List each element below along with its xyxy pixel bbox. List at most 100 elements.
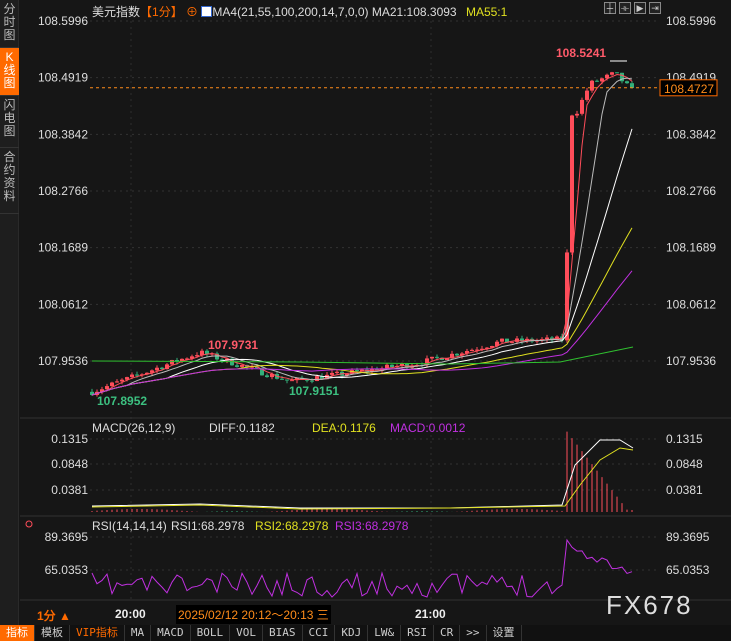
candle-body (320, 376, 324, 380)
candle-body (470, 349, 474, 352)
low-annotation-2: 107.9151 (289, 384, 339, 398)
candle-body (190, 356, 194, 359)
mid-high-annotation: 107.9731 (208, 338, 258, 352)
sidebar-item-kline[interactable]: K线图 (0, 48, 19, 96)
ma4-line (91, 74, 633, 396)
price-tick-left: 108.3842 (38, 127, 88, 141)
candle-body (475, 349, 479, 351)
candle-body (490, 346, 494, 348)
low-annotation-1: 107.8952 (97, 394, 147, 408)
toolbar-item-3[interactable]: MA (125, 625, 152, 641)
candle-body (220, 359, 224, 361)
toolbar-item-13[interactable]: >> (460, 625, 487, 641)
candle-body (170, 360, 174, 365)
sidebar-item-contract-info[interactable]: 合约资料 (0, 148, 19, 214)
price-tick-left: 108.5996 (38, 14, 88, 28)
toolbar-item-8[interactable]: CCI (303, 625, 336, 641)
candle-body (150, 370, 154, 373)
period-selector[interactable]: 1分 ▲ (37, 609, 71, 623)
candle-body (615, 72, 619, 74)
macd-diff: DIFF:0.1182 (209, 421, 275, 435)
candle-body (310, 380, 314, 382)
candle-body (445, 358, 449, 361)
toolbar-item-11[interactable]: RSI (401, 625, 434, 641)
candle-body (255, 366, 259, 369)
toolbar-item-12[interactable]: CR (434, 625, 461, 641)
candle-body (430, 356, 434, 359)
rsi-title: RSI(14,14,14) (92, 519, 167, 533)
diff-line (91, 439, 634, 509)
candle-body (510, 341, 514, 343)
crosshair-tool-icon[interactable]: ┼ (604, 2, 616, 14)
period-label[interactable]: 【1分】 (140, 5, 183, 19)
macd-dea: DEA:0.1176 (312, 421, 376, 435)
candle-body (240, 365, 244, 367)
toolbar-item-4[interactable]: MACD (151, 625, 191, 641)
price-tick-right: 108.3842 (666, 127, 716, 141)
toolbar-item-14[interactable]: 设置 (487, 625, 522, 641)
ma55-value: MA55:1 (465, 5, 508, 19)
candle-body (400, 363, 404, 367)
candle-body (390, 364, 394, 368)
toolbar-item-9[interactable]: KDJ (335, 625, 369, 641)
price-tick-left: 107.9536 (38, 354, 88, 368)
sidebar-item-flash[interactable]: 闪电图 (0, 96, 19, 148)
candle-body (600, 78, 604, 82)
candle-body (350, 370, 354, 374)
indicator-chart-icon (201, 6, 213, 17)
play-tool-icon[interactable]: ▶ (634, 2, 646, 14)
price-tick-left: 108.1689 (38, 241, 88, 255)
ma200-line (91, 270, 633, 396)
rsi-tick-left: 65.0353 (45, 563, 89, 577)
macd-value: MACD:0.0012 (390, 421, 466, 435)
candle-body (435, 356, 439, 358)
price-tick-left: 108.2766 (38, 184, 88, 198)
toolbar-item-7[interactable]: BIAS (263, 625, 303, 641)
candle-body (280, 378, 284, 380)
rsi-line (91, 538, 633, 598)
candle-body (505, 338, 509, 343)
candle-body (265, 375, 269, 378)
ma-green-line (91, 346, 634, 365)
range-tool-icon[interactable]: ⟛ (619, 2, 631, 14)
toolbar-item-2[interactable]: VIP指标 (70, 625, 125, 641)
rsi1-value: RSI1:68.2978 (171, 519, 245, 533)
sidebar-item-timeshare[interactable]: 分时图 (0, 0, 19, 48)
chart-tools: ┼ ⟛ ▶ ⇥ (604, 2, 661, 14)
price-tick-left: 108.4919 (38, 71, 88, 85)
time-label-2100: 21:00 (415, 607, 446, 621)
candle-body (455, 353, 459, 356)
toolbar-item-6[interactable]: VOL (230, 625, 263, 641)
candle-body (630, 83, 634, 88)
toolbar-item-0[interactable]: 指标 (0, 625, 35, 641)
candle-body (105, 386, 109, 390)
candle-body (180, 358, 184, 362)
candle-body (205, 350, 209, 355)
macd-tick-right: 0.0381 (666, 483, 703, 497)
toolbar-item-10[interactable]: LW& (368, 625, 402, 641)
candle-body (360, 369, 364, 372)
macd-tick-left: 0.0848 (51, 457, 88, 471)
candle-body (100, 389, 104, 392)
candle-body (120, 379, 124, 382)
toolbar-item-5[interactable]: BOLL (191, 625, 231, 641)
candle-body (315, 376, 319, 382)
price-tick-left: 108.0612 (38, 297, 88, 311)
price-tick-right: 108.2766 (666, 184, 716, 198)
candle-body (330, 372, 334, 375)
candle-body (195, 355, 199, 357)
candle-body (160, 367, 164, 370)
candle-body (385, 364, 389, 369)
candle-body (355, 370, 359, 372)
candle-body (480, 348, 484, 350)
candle-body (570, 115, 574, 253)
toolbar-item-1[interactable]: 模板 (35, 625, 70, 641)
candle-body (335, 371, 339, 373)
ma-params: MA4(21,55,100,200,14,7,0,0) (212, 5, 369, 19)
jump-end-icon[interactable]: ⇥ (649, 2, 661, 14)
candle-body (575, 113, 579, 116)
candle-body (605, 74, 609, 79)
candle-body (135, 374, 139, 376)
crosshair-icon[interactable]: ⊕ (186, 5, 199, 19)
